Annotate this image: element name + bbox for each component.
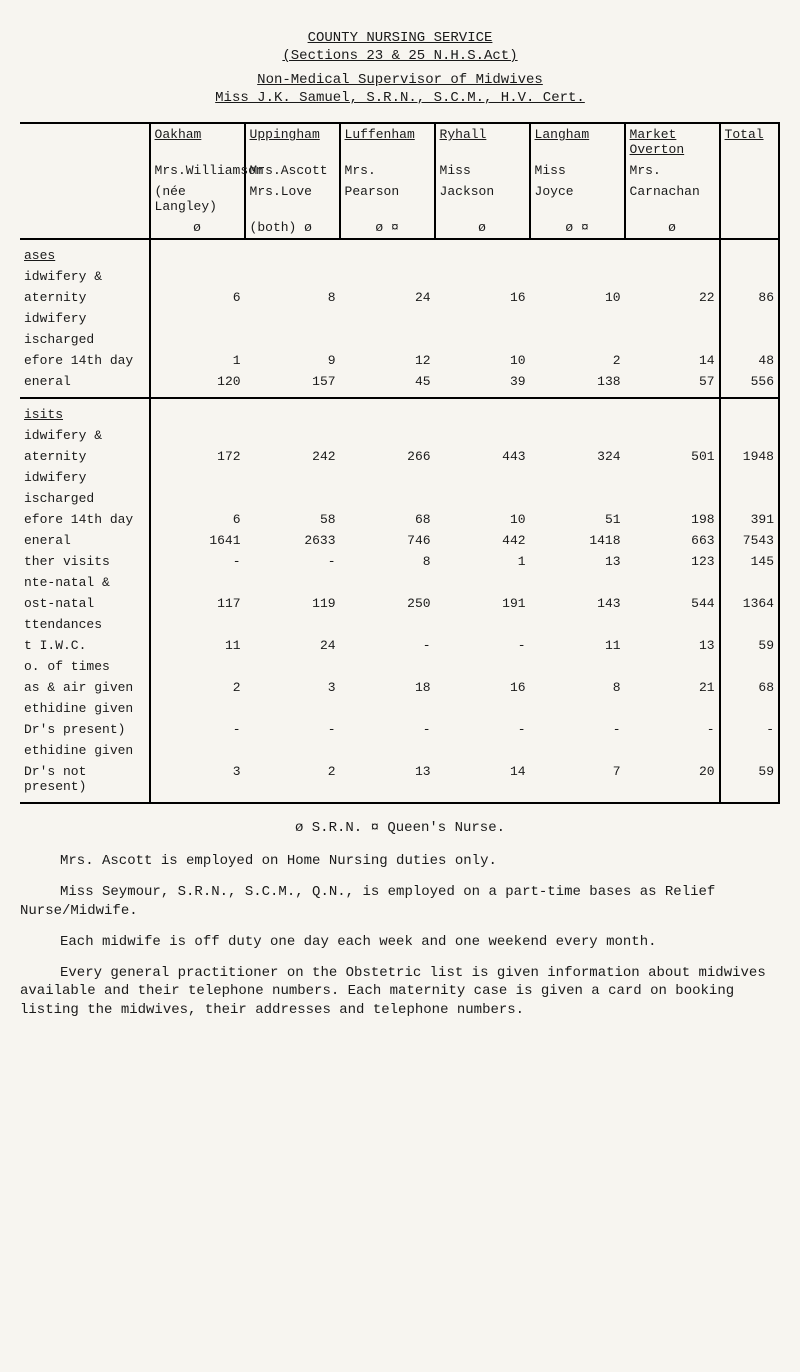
col-name-4: Miss (435, 160, 530, 181)
table-row: aternity 6 8 24 16 10 22 86 (20, 287, 779, 308)
col-nee-1: (née Langley) (150, 181, 245, 217)
table-row: idwifery (20, 308, 779, 329)
table-row: eneral 1641 2633 746 442 1418 663 7543 (20, 530, 779, 551)
table-row: eneral 120 157 45 39 138 57 556 (20, 371, 779, 398)
col-sym-2: (both) ø (245, 217, 340, 239)
col-nee-3: Pearson (340, 181, 435, 217)
table-row: ttendances (20, 614, 779, 635)
col-loc-2: Uppingham (245, 123, 340, 160)
note-paragraph: Each midwife is off duty one day each we… (20, 933, 780, 952)
col-nee-2: Mrs.Love (245, 181, 340, 217)
footnote-legend: ø S.R.N. ¤ Queen's Nurse. (20, 820, 780, 836)
table-row: idwifery & (20, 266, 779, 287)
table-row: Dr's not present) 3 2 13 14 7 20 59 (20, 761, 779, 803)
header-row-nee: (née Langley) Mrs.Love Pearson Jackson J… (20, 181, 779, 217)
header-row-loc: Oakham Uppingham Luffenham Ryhall Langha… (20, 123, 779, 160)
col-nee-6: Carnachan (625, 181, 720, 217)
note-paragraph: Mrs. Ascott is employed on Home Nursing … (20, 852, 780, 871)
title-line-4: Miss J.K. Samuel, S.R.N., S.C.M., H.V. C… (20, 90, 780, 106)
table-row: ethidine given (20, 698, 779, 719)
table-row: nte-natal & (20, 572, 779, 593)
header-row-sym: ø (both) ø ø ¤ ø ø ¤ ø (20, 217, 779, 239)
table-row: as & air given 2 3 18 16 8 21 68 (20, 677, 779, 698)
col-name-2: Mrs.Ascott (245, 160, 340, 181)
table-row: o. of times (20, 656, 779, 677)
col-loc-5: Langham (530, 123, 625, 160)
table-row: aternity 172 242 266 443 324 501 1948 (20, 446, 779, 467)
title-line-1: COUNTY NURSING SERVICE (20, 30, 780, 46)
col-loc-7: Total (720, 123, 779, 160)
col-sym-5: ø ¤ (530, 217, 625, 239)
col-loc-4: Ryhall (435, 123, 530, 160)
note-paragraph: Miss Seymour, S.R.N., S.C.M., Q.N., is e… (20, 883, 780, 921)
table-row: idwifery & (20, 425, 779, 446)
col-sym-4: ø (435, 217, 530, 239)
table-row: ther visits - - 8 1 13 123 145 (20, 551, 779, 572)
table-row: efore 14th day 1 9 12 10 2 14 48 (20, 350, 779, 371)
col-name-3: Mrs. (340, 160, 435, 181)
table-row: efore 14th day 6 58 68 10 51 198 391 (20, 509, 779, 530)
table-row: ost-natal 117 119 250 191 143 544 1364 (20, 593, 779, 614)
col-nee-4: Jackson (435, 181, 530, 217)
header-row-name: Mrs.Williamson Mrs.Ascott Mrs. Miss Miss… (20, 160, 779, 181)
section1-head: ases (20, 239, 779, 266)
col-loc-3: Luffenham (340, 123, 435, 160)
table-row: Dr's present) - - - - - - - (20, 719, 779, 740)
col-sym-6: ø (625, 217, 720, 239)
note-paragraph: Every general practitioner on the Obstet… (20, 964, 780, 1021)
section2-head: isits (20, 398, 779, 425)
table-row: idwifery (20, 467, 779, 488)
col-loc-1: Oakham (150, 123, 245, 160)
col-loc-6: Market Overton (625, 123, 720, 160)
main-table: Oakham Uppingham Luffenham Ryhall Langha… (20, 122, 780, 804)
title-line-2: (Sections 23 & 25 N.H.S.Act) (20, 48, 780, 64)
table-row: ethidine given (20, 740, 779, 761)
col-sym-3: ø ¤ (340, 217, 435, 239)
header-block: COUNTY NURSING SERVICE (Sections 23 & 25… (20, 30, 780, 106)
col-name-5: Miss (530, 160, 625, 181)
table-row: t I.W.C. 11 24 - - 11 13 59 (20, 635, 779, 656)
table-row: ischarged (20, 488, 779, 509)
col-nee-5: Joyce (530, 181, 625, 217)
notes-block: Mrs. Ascott is employed on Home Nursing … (20, 852, 780, 1020)
table-row: ischarged (20, 329, 779, 350)
title-line-3: Non-Medical Supervisor of Midwives (20, 72, 780, 88)
col-sym-1: ø (150, 217, 245, 239)
col-name-1: Mrs.Williamson (150, 160, 245, 181)
col-name-6: Mrs. (625, 160, 720, 181)
